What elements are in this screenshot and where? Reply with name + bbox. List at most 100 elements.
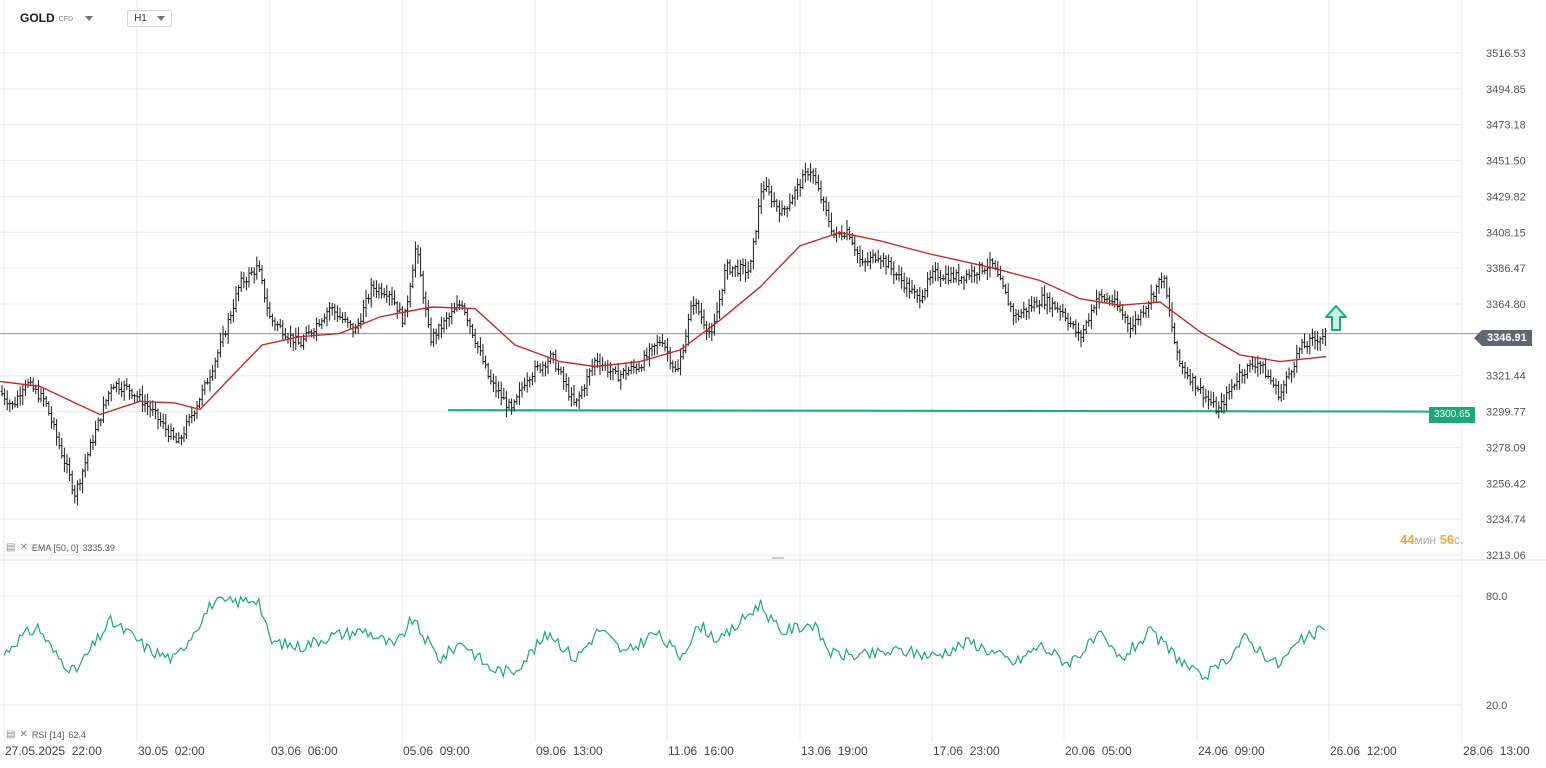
candle — [673, 361, 677, 373]
candle — [1024, 307, 1028, 321]
candle — [445, 312, 449, 330]
close-icon[interactable]: ✕ — [19, 542, 28, 553]
candle — [585, 368, 589, 397]
candle — [502, 387, 506, 400]
candle — [234, 286, 238, 313]
candle — [962, 275, 966, 290]
candle — [718, 290, 722, 319]
candle — [936, 262, 940, 282]
candle — [1230, 379, 1234, 400]
price-tick-label: 3473.18 — [1486, 120, 1526, 132]
candle — [94, 420, 98, 446]
candle — [140, 385, 144, 412]
candle — [0, 385, 4, 397]
candle — [853, 234, 857, 257]
candle — [317, 319, 321, 328]
candle — [26, 378, 30, 388]
candle — [686, 313, 690, 346]
support-price-tag[interactable]: 3300.65 — [1429, 407, 1476, 423]
candle — [1186, 367, 1190, 380]
timer-seconds: 56 — [1439, 532, 1455, 547]
support-line[interactable] — [447, 409, 1431, 413]
candle — [52, 417, 56, 430]
candle — [208, 369, 212, 392]
candle — [1180, 360, 1184, 375]
candle — [1097, 291, 1101, 309]
candle — [226, 313, 230, 344]
candle — [913, 284, 917, 299]
symbol-selector[interactable]: GOLD CFD — [14, 9, 99, 27]
candle — [1323, 328, 1327, 346]
candle — [211, 364, 215, 381]
candle — [660, 333, 664, 347]
candle — [187, 413, 191, 427]
close-icon[interactable]: ✕ — [19, 729, 28, 740]
candle — [1006, 283, 1010, 306]
timeframe-selector[interactable]: H1 — [127, 9, 172, 27]
candle — [861, 249, 865, 266]
candle — [432, 328, 436, 347]
candle — [1079, 329, 1083, 348]
candle — [530, 372, 534, 386]
candle — [562, 366, 566, 390]
chart-grid — [0, 0, 1546, 742]
candle — [1009, 301, 1013, 313]
candle — [23, 379, 27, 396]
candles-layer — [0, 162, 1327, 506]
candle — [198, 397, 202, 409]
settings-icon[interactable]: ▤ — [6, 542, 16, 553]
price-tick-label: 3429.82 — [1486, 191, 1526, 203]
candle — [325, 307, 329, 327]
candle — [1308, 334, 1312, 355]
rsi-legend: ▤ ✕ RSI [14] 62.4 — [6, 729, 86, 740]
candle — [1131, 315, 1135, 332]
candle — [556, 362, 560, 375]
ema-legend-value: 3335.39 — [82, 542, 115, 553]
candle — [640, 364, 644, 372]
candle — [343, 311, 347, 323]
settings-icon[interactable]: ▤ — [6, 729, 16, 740]
candle — [1019, 308, 1023, 319]
candle — [1074, 319, 1078, 338]
candle — [598, 353, 602, 376]
candle — [83, 453, 87, 478]
candle — [601, 356, 605, 372]
candle — [107, 390, 111, 406]
candle — [333, 303, 337, 321]
candle — [328, 301, 332, 321]
candle — [567, 376, 571, 401]
candle — [104, 398, 108, 409]
buy-arrow-icon[interactable] — [1324, 304, 1348, 332]
candle — [1204, 388, 1208, 403]
candle — [185, 415, 189, 439]
candle — [1266, 369, 1270, 379]
time-tick-label: 24.06 09:00 — [1198, 744, 1265, 758]
candle — [1152, 291, 1156, 304]
candle — [1134, 311, 1138, 335]
candle — [450, 303, 454, 325]
candle — [99, 418, 103, 427]
candle — [1245, 363, 1249, 379]
candle — [484, 355, 488, 369]
candle — [884, 255, 888, 275]
candle — [507, 398, 511, 410]
candle — [1149, 284, 1153, 310]
price-tick-label: 3516.53 — [1486, 48, 1526, 60]
candle — [1139, 308, 1143, 326]
candle — [889, 256, 893, 276]
candle — [879, 255, 883, 270]
candle — [265, 288, 269, 317]
candle — [164, 414, 168, 437]
price-tick-label: 3364.80 — [1486, 299, 1526, 311]
candle — [510, 398, 514, 415]
candle — [1217, 401, 1221, 419]
candle — [1193, 375, 1197, 396]
candle — [816, 174, 820, 192]
time-tick-label: 26.06 12:00 — [1330, 744, 1397, 758]
candle — [1123, 311, 1127, 324]
candle — [252, 267, 256, 284]
candle — [676, 359, 680, 372]
candle — [346, 316, 350, 328]
rsi-tick-label: 80.0 — [1486, 591, 1507, 603]
